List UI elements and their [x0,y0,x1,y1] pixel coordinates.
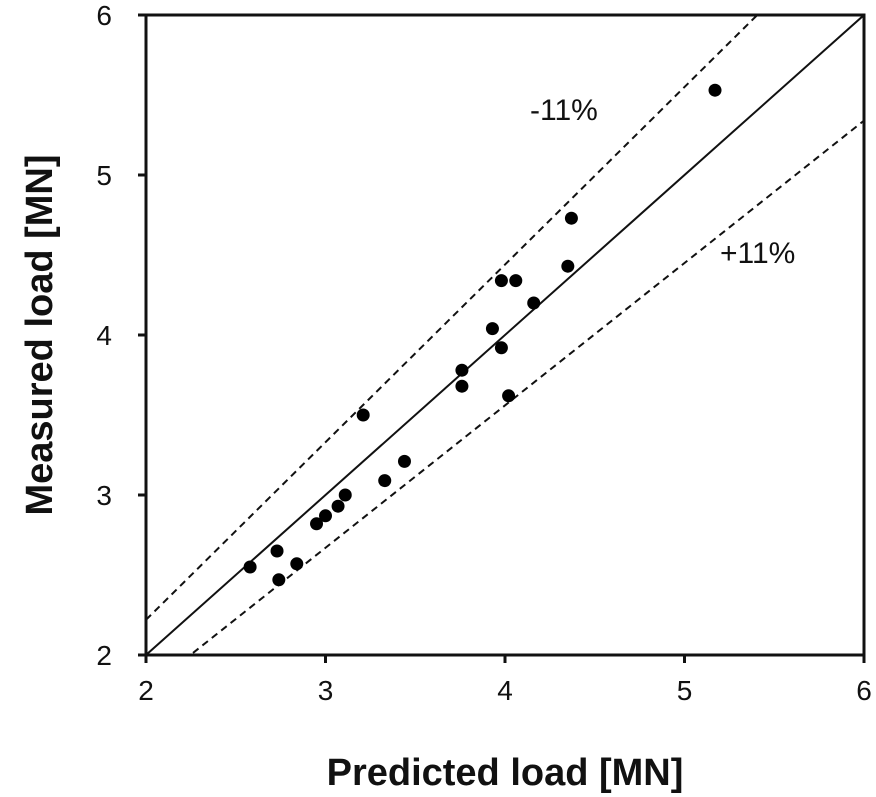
data-point [485,322,499,336]
data-point [397,454,411,468]
data-point [310,517,324,531]
y-tick-label-6: 6 [96,0,112,31]
x-tick-label-3: 3 [318,675,334,706]
y-tick-label-3: 3 [96,480,112,511]
y-tick-label-5: 5 [96,160,112,191]
data-point [290,557,304,571]
x-tick-label-2: 2 [138,675,154,706]
data-point [243,560,257,574]
data-point [527,296,541,310]
data-point [338,488,352,502]
y-axis-title: Measured load [MN] [19,154,61,515]
data-point [378,474,392,488]
annotation-plus-11: +11% [720,237,795,270]
data-point [270,544,284,558]
reference-line-1 [146,15,864,655]
x-axis-title: Predicted load [MN] [327,752,684,794]
data-point [494,274,508,288]
data-point [509,274,523,288]
y-tick-label-2: 2 [96,640,112,671]
x-tick-label-6: 6 [856,675,872,706]
x-tick-label-4: 4 [497,675,513,706]
axis-ticks [138,13,866,663]
data-point [356,408,370,422]
data-point [708,83,722,97]
data-point [564,211,578,225]
data-point [494,341,508,355]
data-point [455,379,469,393]
x-tick-label-5: 5 [677,675,693,706]
data-point [561,259,575,273]
data-points [243,83,722,587]
y-tick-label-4: 4 [96,320,112,351]
annotation-minus-11: -11% [530,94,598,127]
data-point [319,509,332,523]
reference-line-3 [188,119,864,655]
reference-lines [146,15,864,655]
data-point [272,573,286,587]
data-point [331,499,345,513]
data-point [455,363,469,377]
data-point [502,389,516,403]
reference-line-2 [146,15,759,621]
